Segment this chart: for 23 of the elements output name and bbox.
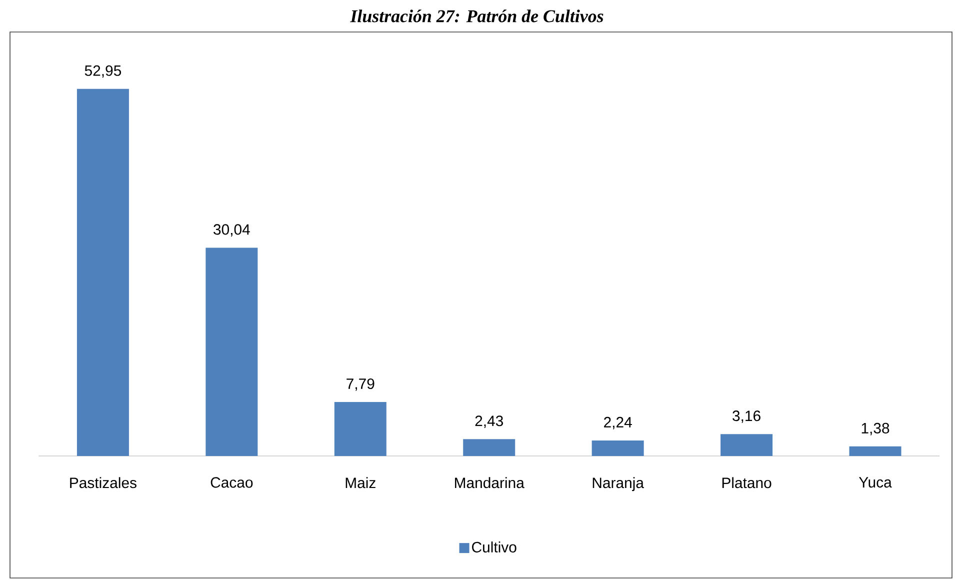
chart-title: Ilustración 27: Patrón de Cultivos xyxy=(350,10,604,22)
data-label: 7,79 xyxy=(346,378,374,391)
x-tick-label: Yuca xyxy=(858,477,892,488)
bar xyxy=(76,88,129,456)
bar xyxy=(849,446,902,456)
data-label: 2,43 xyxy=(475,416,503,428)
data-label: 3,16 xyxy=(732,410,760,423)
x-tick-label: Pastizales xyxy=(70,477,136,488)
x-tick-label: Cacao xyxy=(210,477,253,488)
x-tick-label: Naranja xyxy=(592,477,644,492)
data-label: 2,24 xyxy=(604,416,632,430)
bar xyxy=(720,434,773,456)
bar xyxy=(334,402,386,456)
bar xyxy=(592,440,644,456)
bar xyxy=(463,439,516,456)
data-label: 30,04 xyxy=(214,224,250,237)
bar xyxy=(206,248,258,456)
data-label: 1,38 xyxy=(862,422,890,436)
x-tick-label: Maiz xyxy=(346,477,376,488)
legend-label: Cultivo xyxy=(472,542,516,552)
data-label: 52,95 xyxy=(84,65,122,78)
x-tick-label: Mandarina xyxy=(455,477,524,488)
x-tick-label: Platano xyxy=(722,477,772,488)
